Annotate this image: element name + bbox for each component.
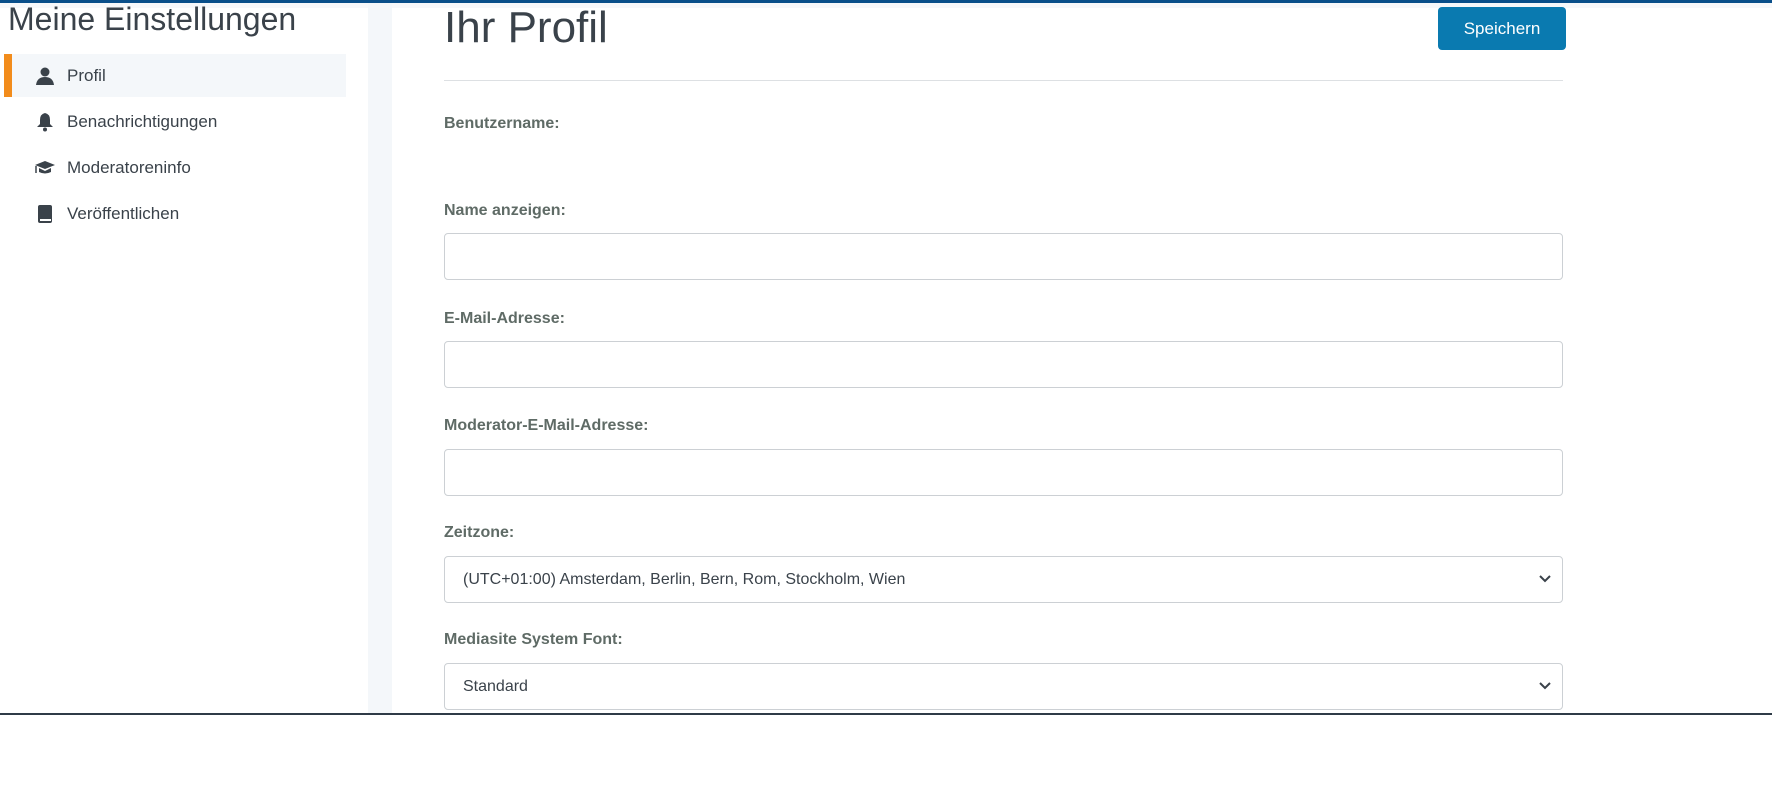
bell-icon [34, 111, 56, 133]
sidebar-item-label: Profil [67, 65, 106, 85]
sidebar-gutter [368, 3, 392, 714]
top-band [0, 3, 1772, 8]
chevron-down-icon [1538, 679, 1552, 698]
username-label: Benutzername: [444, 115, 560, 132]
display-name-label: Name anzeigen: [444, 202, 566, 219]
font-select[interactable]: Standard [444, 663, 1563, 710]
sidebar-item-benachrichtigungen[interactable]: Benachrichtigungen [4, 100, 346, 143]
divider [444, 80, 1563, 81]
email-input[interactable] [444, 341, 1563, 388]
sidebar-title: Meine Einstellungen [8, 1, 297, 37]
timezone-select[interactable]: (UTC+01:00) Amsterdam, Berlin, Bern, Rom… [444, 556, 1563, 603]
sidebar-item-profil[interactable]: Profil [4, 54, 346, 97]
save-button[interactable]: Speichern [1438, 7, 1566, 50]
font-value: Standard [463, 677, 528, 695]
sidebar-item-label: Benachrichtigungen [67, 111, 218, 131]
sidebar-item-moderatoreninfo[interactable]: Moderatoreninfo [4, 146, 346, 189]
chevron-down-icon [1538, 572, 1552, 591]
graduation-cap-icon [34, 157, 56, 179]
sidebar-item-label: Veröffentlichen [67, 203, 180, 223]
sidebar-item-veroeffentlichen[interactable]: Veröffentlichen [4, 192, 346, 235]
book-icon [34, 203, 56, 225]
user-icon [34, 65, 56, 87]
sidebar-item-label: Moderatoreninfo [67, 157, 191, 177]
timezone-value: (UTC+01:00) Amsterdam, Berlin, Bern, Rom… [463, 570, 906, 588]
display-name-input[interactable] [444, 233, 1563, 280]
moderator-email-input[interactable] [444, 449, 1563, 496]
bottom-edge [0, 713, 1772, 715]
timezone-label: Zeitzone: [444, 524, 515, 541]
font-label: Mediasite System Font: [444, 631, 623, 648]
moderator-email-label: Moderator-E-Mail-Adresse: [444, 417, 649, 434]
top-bar [0, 0, 1772, 3]
email-label: E-Mail-Adresse: [444, 310, 565, 327]
page-title: Ihr Profil [444, 3, 608, 52]
